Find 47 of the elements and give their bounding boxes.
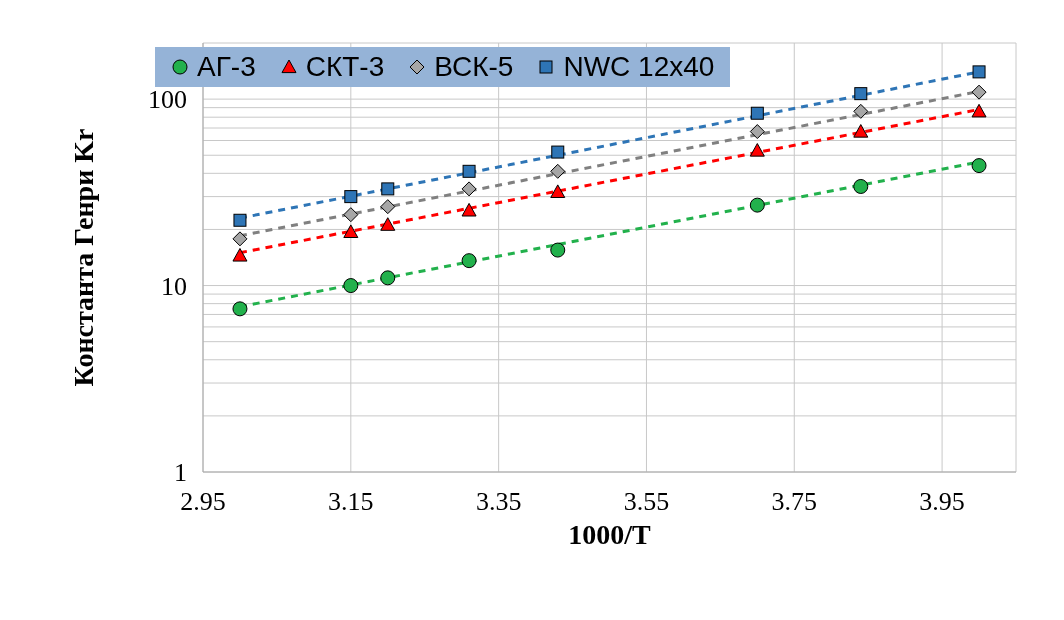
point xyxy=(550,184,566,198)
point xyxy=(971,84,987,100)
point xyxy=(232,301,248,317)
point xyxy=(232,231,248,247)
point xyxy=(461,181,477,197)
legend-label: АГ-3 xyxy=(197,51,256,83)
point xyxy=(750,106,764,120)
point xyxy=(551,145,565,159)
x-tick-label: 3.95 xyxy=(919,487,965,517)
y-tick-label: 100 xyxy=(148,85,187,115)
point xyxy=(380,199,396,215)
point xyxy=(232,247,248,262)
point xyxy=(853,178,869,194)
point xyxy=(550,242,566,258)
point xyxy=(749,197,765,213)
legend-label: ВСК-5 xyxy=(434,51,514,83)
x-tick-label: 2.95 xyxy=(180,487,226,517)
point xyxy=(344,190,358,204)
point xyxy=(550,163,566,179)
x-tick-label: 3.55 xyxy=(623,487,670,517)
point xyxy=(233,213,247,227)
point xyxy=(971,158,987,174)
x-tick-label: 3.35 xyxy=(475,487,522,517)
y-tick-label: 10 xyxy=(161,271,187,301)
legend-label: NWC 12x40 xyxy=(563,51,715,83)
y-axis-title: Константа Генри Kr xyxy=(67,128,99,387)
point xyxy=(853,103,869,119)
point xyxy=(461,202,477,217)
point xyxy=(381,182,395,196)
x-axis-title: 1000/T xyxy=(568,519,652,550)
y-tick-label: 1 xyxy=(174,458,187,488)
point xyxy=(461,253,477,269)
point xyxy=(972,65,986,79)
point xyxy=(380,217,396,231)
legend-label: СКТ-3 xyxy=(305,51,385,83)
point xyxy=(854,87,868,101)
point xyxy=(971,103,987,118)
point xyxy=(749,143,765,157)
point xyxy=(343,224,359,238)
point xyxy=(380,270,396,286)
point xyxy=(853,124,869,138)
point xyxy=(462,164,476,178)
point xyxy=(749,124,765,140)
x-tick-label: 3.75 xyxy=(771,487,818,517)
x-tick-label: 3.15 xyxy=(328,487,374,517)
point xyxy=(343,207,359,223)
point xyxy=(343,278,359,294)
